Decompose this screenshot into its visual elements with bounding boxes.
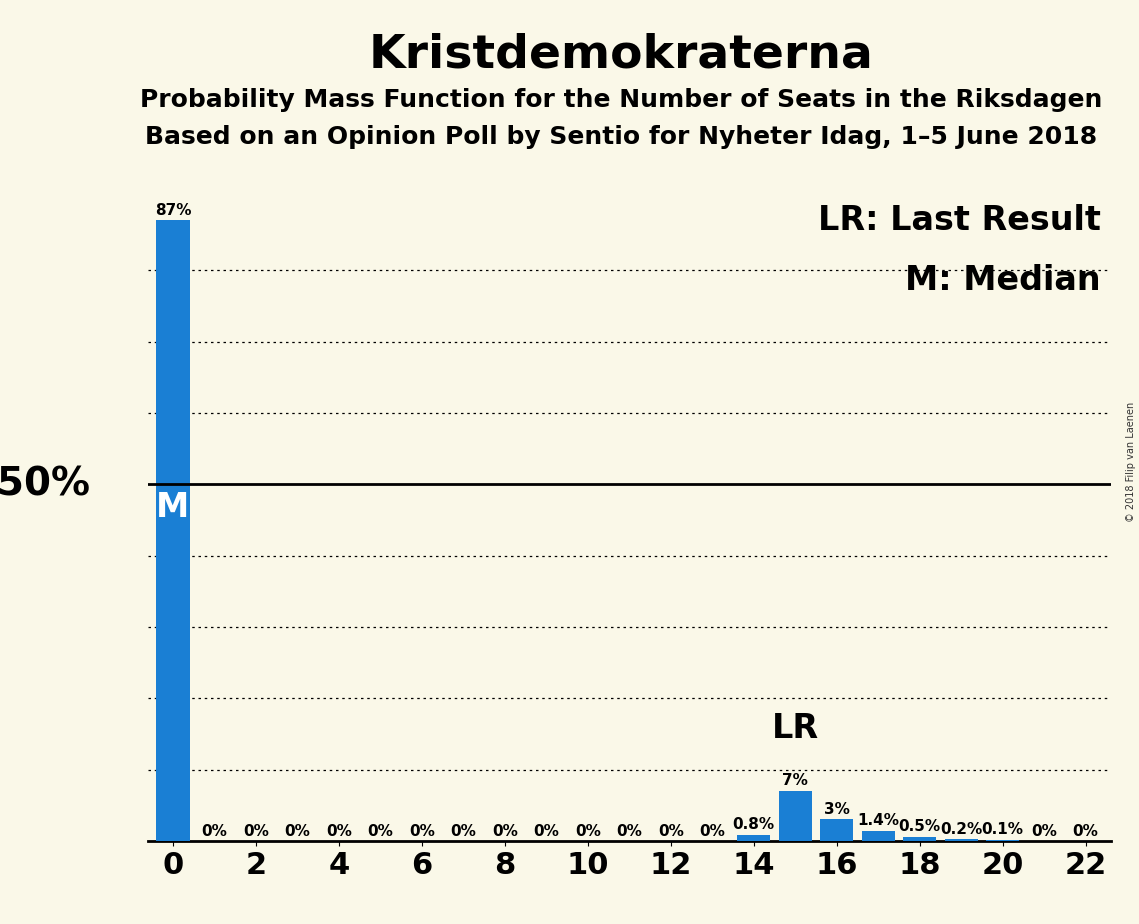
Text: 0.1%: 0.1% [982,822,1024,837]
Text: 0%: 0% [658,823,683,839]
Text: LR: LR [772,711,819,745]
Text: 0%: 0% [450,823,476,839]
Text: 0.8%: 0.8% [732,818,775,833]
Text: © 2018 Filip van Laenen: © 2018 Filip van Laenen [1126,402,1136,522]
Text: 0%: 0% [326,823,352,839]
Text: 0%: 0% [409,823,435,839]
Text: 7%: 7% [782,773,809,788]
Text: 0%: 0% [368,823,393,839]
Text: 0%: 0% [616,823,642,839]
Text: 87%: 87% [155,202,191,218]
Text: 50%: 50% [0,466,90,504]
Text: 0%: 0% [575,823,600,839]
Text: Based on an Opinion Poll by Sentio for Nyheter Idag, 1–5 June 2018: Based on an Opinion Poll by Sentio for N… [145,125,1097,149]
Text: 0.5%: 0.5% [899,820,941,834]
Text: 0%: 0% [202,823,228,839]
Bar [156,221,189,841]
Text: 0%: 0% [699,823,726,839]
Text: LR: Last Result: LR: Last Result [818,204,1101,237]
Text: M: Median: M: Median [906,263,1101,297]
Text: 0%: 0% [243,823,269,839]
Text: 1.4%: 1.4% [858,813,899,828]
Bar [820,820,853,841]
Text: Kristdemokraterna: Kristdemokraterna [368,32,874,78]
Bar [861,831,895,841]
Text: 0%: 0% [1073,823,1099,839]
Text: M: M [156,492,189,525]
Bar [737,835,770,841]
Bar [779,791,812,841]
Text: Probability Mass Function for the Number of Seats in the Riksdagen: Probability Mass Function for the Number… [140,88,1101,112]
Bar [903,837,936,841]
Text: 3%: 3% [823,802,850,817]
Text: 0.2%: 0.2% [940,821,982,836]
Text: 0%: 0% [492,823,518,839]
Bar [944,839,977,841]
Text: 0%: 0% [1031,823,1057,839]
Text: 0%: 0% [285,823,310,839]
Text: 0%: 0% [533,823,559,839]
